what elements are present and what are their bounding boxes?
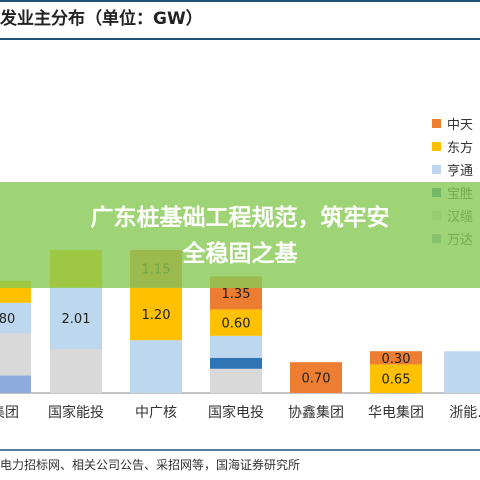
banner-line-2: 全稳固之基 — [182, 241, 298, 267]
bar-segment-1-2 — [50, 287, 102, 349]
bar-segment-0-2 — [0, 302, 31, 334]
bar-segment-2-2 — [130, 340, 182, 393]
bar-segment-4-0 — [290, 362, 342, 393]
source-note: 电力招标网、相关公司公告、采招网等，国海证券研究所 — [0, 458, 301, 472]
banner-text: 广东桩基础工程规范，筑牢安 全稳固之基 — [0, 200, 480, 272]
bar-segment-1-4 — [50, 349, 102, 393]
data-label-6: 0.70 — [302, 372, 331, 387]
bar-segment-0-4 — [0, 333, 31, 376]
bar-segment-3-2 — [210, 335, 262, 358]
legend-label-1: 东方 — [447, 141, 474, 156]
data-label-5: 0.60 — [222, 317, 251, 332]
bar-segment-0-5 — [0, 375, 31, 393]
x-tick-label-0: 集团 — [0, 404, 19, 421]
chart-title: 发业主分布（单位：GW） — [0, 9, 203, 29]
bar-segment-6-2 — [444, 351, 480, 393]
bar-segment-2-1 — [130, 287, 182, 341]
legend-item-0: 中天 — [432, 112, 480, 135]
x-tick-label-2: 中广核 — [135, 405, 177, 421]
bar-segment-3-4 — [210, 368, 262, 393]
legend-label-0: 中天 — [447, 118, 474, 133]
legend-swatch-0 — [432, 119, 441, 128]
legend-item-1: 东方 — [432, 135, 480, 158]
header-top-rule — [0, 0, 480, 2]
legend-swatch-2 — [432, 165, 441, 174]
bar-segment-5-1 — [370, 364, 422, 393]
data-label-8: 0.65 — [382, 373, 411, 388]
x-tick-label-3: 国家电投 — [208, 404, 264, 421]
data-label-0: .80 — [0, 312, 15, 327]
banner-overlay — [0, 182, 480, 288]
bar-segment-5-0 — [370, 351, 422, 365]
bar-segment-3-1 — [210, 309, 262, 336]
x-tick-label-1: 国家能投 — [48, 404, 104, 421]
x-tick-label-6: 浙能... — [449, 405, 480, 421]
data-label-1: 2.01 — [62, 312, 91, 327]
header-bottom-rule — [0, 38, 480, 40]
legend-label-2: 亨通 — [447, 164, 474, 179]
legend-item-2: 亨通 — [432, 158, 480, 181]
banner-line-1: 广东桩基础工程规范，筑牢安 — [90, 205, 390, 231]
bar-segment-3-3 — [210, 357, 262, 369]
data-label-4: 1.35 — [222, 287, 251, 302]
data-label-3: 1.20 — [142, 308, 171, 323]
x-tick-label-5: 华电集团 — [368, 404, 424, 421]
data-label-7: 0.30 — [382, 352, 411, 367]
legend-swatch-1 — [432, 142, 441, 151]
x-tick-label-4: 协鑫集团 — [288, 404, 344, 421]
